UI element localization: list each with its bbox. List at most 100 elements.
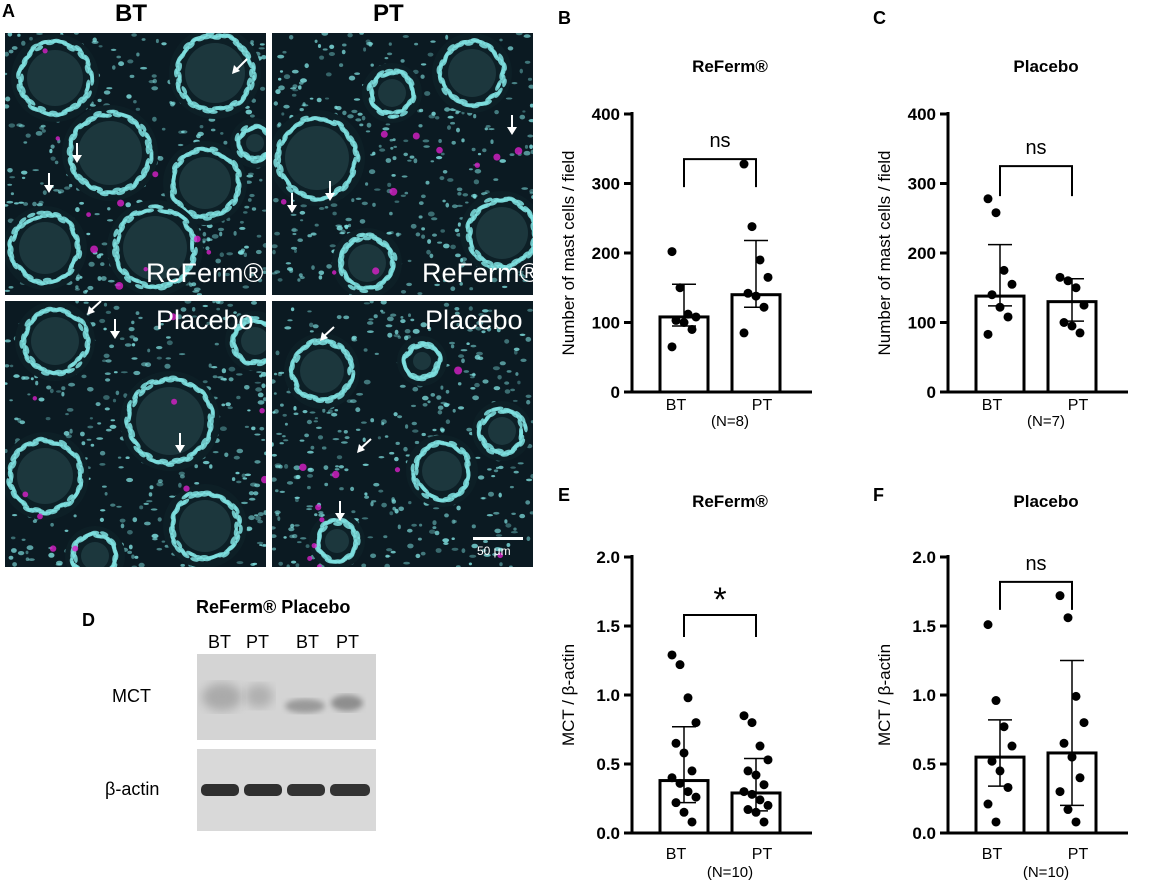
- nucleus: [220, 378, 226, 381]
- y-tick-label: 1.5: [596, 617, 620, 636]
- nucleus: [436, 156, 442, 159]
- nucleus: [446, 390, 450, 394]
- nucleus: [386, 123, 391, 125]
- nucleus: [449, 342, 455, 345]
- nucleus: [494, 110, 499, 114]
- nucleus: [80, 432, 85, 437]
- nucleus: [431, 112, 435, 116]
- nucleus: [342, 111, 346, 116]
- nucleus: [121, 371, 128, 373]
- nucleus: [386, 548, 392, 551]
- nucleus: [211, 366, 217, 368]
- nucleus: [40, 182, 44, 184]
- crypt: [120, 371, 220, 471]
- nucleus: [369, 169, 375, 174]
- nucleus: [46, 386, 51, 390]
- nucleus: [226, 252, 233, 255]
- nucleus: [274, 409, 279, 414]
- nucleus: [152, 74, 157, 78]
- y-tick-label: 200: [592, 244, 620, 263]
- mast-cell: [259, 408, 264, 413]
- nucleus: [362, 202, 368, 206]
- nucleus: [56, 561, 63, 565]
- n-label: (N=10): [707, 864, 753, 881]
- nucleus: [443, 170, 448, 174]
- nucleus: [339, 232, 344, 234]
- data-point: [740, 787, 749, 796]
- nucleus: [161, 42, 166, 45]
- nucleus: [507, 370, 512, 373]
- nucleus: [106, 429, 112, 432]
- nucleus: [344, 468, 348, 471]
- nucleus: [32, 202, 37, 207]
- nucleus: [275, 510, 281, 514]
- micrograph-label-referm-pt: ReFerm®: [422, 258, 539, 289]
- nucleus: [458, 354, 464, 358]
- nucleus: [136, 108, 140, 111]
- nucleus: [496, 467, 499, 469]
- data-point: [1080, 301, 1089, 310]
- micrograph-pt-referm: [272, 33, 533, 295]
- nucleus: [307, 451, 314, 454]
- data-point: [1008, 280, 1017, 289]
- nucleus: [61, 386, 65, 390]
- nucleus: [407, 529, 413, 533]
- nucleus: [417, 292, 422, 295]
- micrograph-label-placebo-pt: Placebo: [425, 305, 523, 336]
- nucleus: [370, 502, 373, 507]
- data-point: [1056, 591, 1065, 600]
- nucleus: [277, 516, 280, 521]
- nucleus: [414, 43, 418, 46]
- nucleus: [364, 496, 369, 499]
- nucleus: [280, 404, 284, 407]
- nucleus: [209, 464, 212, 469]
- nucleus: [405, 192, 409, 195]
- data-point: [680, 318, 689, 327]
- nucleus: [31, 377, 34, 380]
- nucleus: [110, 425, 117, 429]
- nucleus: [335, 465, 339, 467]
- nucleus: [241, 502, 248, 504]
- nucleus: [32, 169, 39, 171]
- nucleus: [158, 517, 162, 521]
- nucleus: [500, 361, 506, 365]
- nucleus: [21, 376, 25, 380]
- data-point: [740, 711, 749, 720]
- nucleus: [275, 489, 279, 492]
- nucleus: [244, 253, 247, 258]
- nucleus: [432, 429, 436, 431]
- data-point: [984, 194, 993, 203]
- nucleus: [527, 536, 531, 541]
- data-point: [764, 273, 773, 282]
- x-tick-label: PT: [1068, 846, 1089, 863]
- data-point: [688, 766, 697, 775]
- data-point: [684, 693, 693, 702]
- nucleus: [405, 424, 408, 429]
- nucleus: [318, 435, 323, 439]
- nucleus: [29, 37, 33, 41]
- data-point: [676, 779, 685, 788]
- nucleus: [371, 64, 374, 67]
- mast-cell: [436, 147, 443, 154]
- nucleus: [157, 548, 163, 551]
- nucleus: [236, 396, 240, 400]
- crypt-lumen: [179, 157, 231, 209]
- nucleus: [410, 156, 415, 159]
- nucleus: [525, 500, 530, 504]
- nucleus: [422, 433, 426, 436]
- nucleus: [337, 455, 342, 459]
- tissue-image: [272, 33, 533, 295]
- nucleus: [347, 33, 352, 37]
- nucleus: [215, 343, 219, 346]
- nucleus: [221, 404, 225, 407]
- nucleus: [378, 436, 381, 439]
- nucleus: [513, 400, 518, 402]
- nucleus: [398, 525, 401, 530]
- nucleus: [518, 462, 524, 464]
- mast-cell: [307, 556, 312, 561]
- nucleus: [248, 198, 252, 202]
- nucleus: [118, 457, 121, 459]
- nucleus: [506, 98, 513, 100]
- y-tick-label: 2.0: [596, 548, 620, 567]
- nucleus: [289, 269, 293, 273]
